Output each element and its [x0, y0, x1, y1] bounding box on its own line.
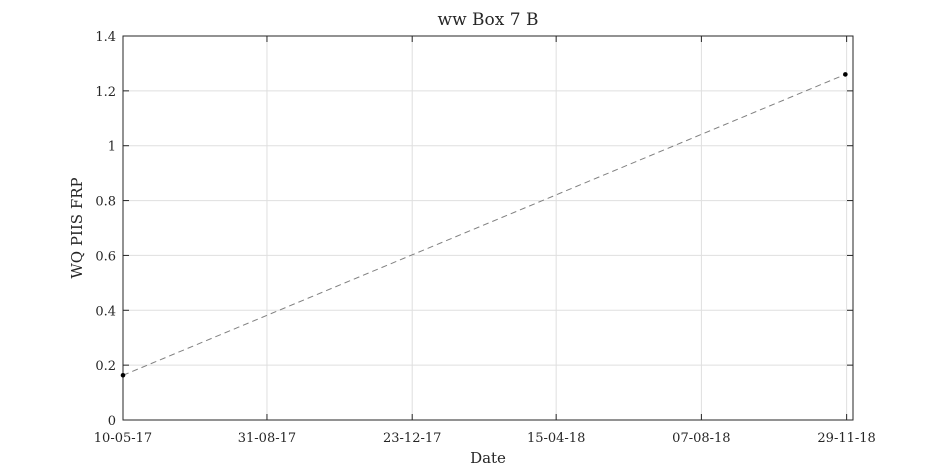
- x-tick-label: 29-11-18: [817, 431, 875, 446]
- x-tick-label: 15-04-18: [527, 431, 585, 446]
- y-axis-tick-labels: 0 0.2 0.4 0.6 0.8 1 1.2 1.4: [95, 30, 116, 429]
- y-tick-label: 1.2: [95, 85, 116, 100]
- y-tick-label: 0.8: [95, 195, 116, 210]
- y-axis-label: WQ PIIS FRP: [68, 177, 86, 278]
- y-tick-label: 0: [108, 414, 116, 429]
- y-tick-label: 0.6: [95, 249, 116, 264]
- y-tick-label: 0.4: [95, 304, 116, 319]
- data-point: [120, 372, 126, 378]
- plot-frame: [122, 35, 854, 421]
- x-axis-tick-labels: 10-05-17 31-08-17 23-12-17 15-04-18 07-08-18…: [94, 431, 876, 446]
- y-tick-label: 0.2: [95, 359, 116, 374]
- data-point: [843, 72, 848, 77]
- y-tick-label: 1: [108, 140, 116, 155]
- series-line: [122, 73, 846, 376]
- series: [120, 72, 848, 378]
- y-tick-label: 1.4: [95, 30, 116, 45]
- x-tick-label: 23-12-17: [383, 431, 441, 446]
- chart-title: ww Box 7 B: [438, 10, 539, 30]
- x-tick-label: 10-05-17: [94, 431, 152, 446]
- x-axis-label: Date: [470, 449, 506, 467]
- x-tick-label: 31-08-17: [238, 431, 296, 446]
- x-tick-label: 07-08-18: [672, 431, 730, 446]
